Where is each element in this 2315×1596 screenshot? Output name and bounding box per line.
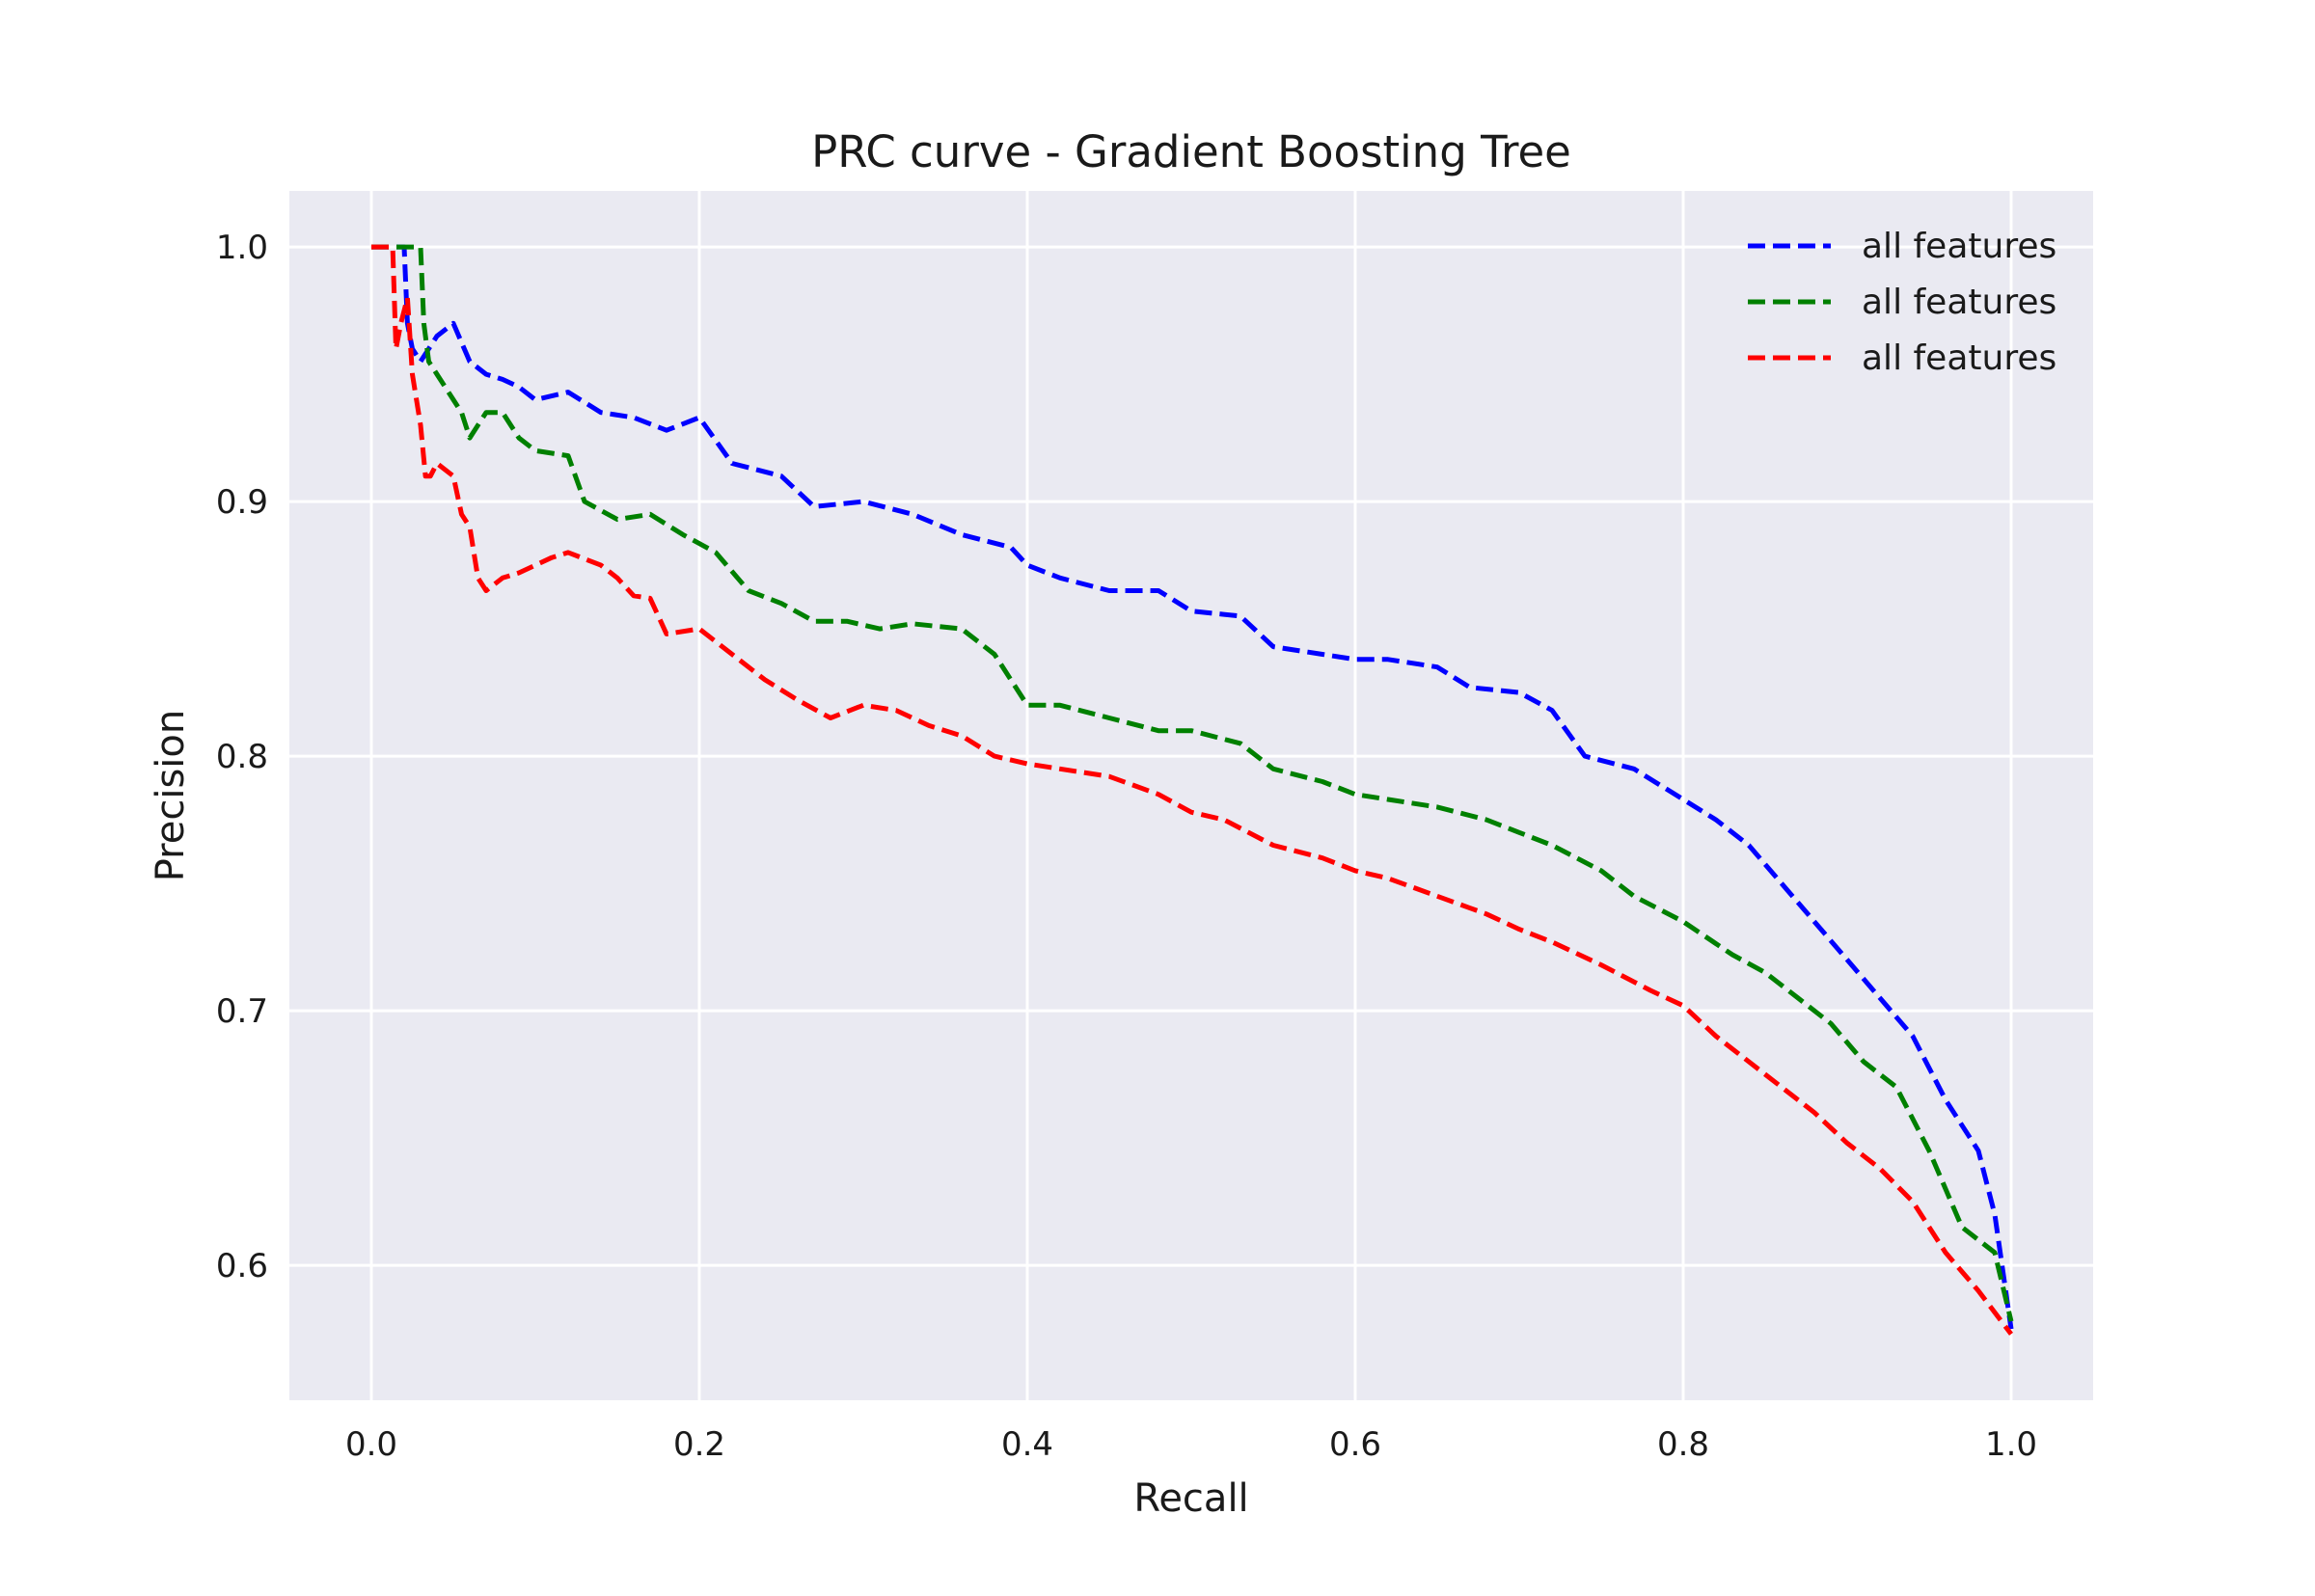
y-tick-label: 0.8	[216, 738, 268, 776]
x-axis-label: Recall	[1133, 1476, 1248, 1521]
legend: all features all features all features	[1748, 227, 2056, 378]
grid-lines	[289, 191, 2093, 1400]
legend-label-2: all features	[1862, 283, 2056, 322]
y-tick-label: 1.0	[216, 229, 268, 267]
legend-label-3: all features	[1862, 338, 2056, 378]
x-tick-label: 0.8	[1657, 1425, 1709, 1464]
series-line-3	[371, 244, 2013, 1336]
chart-title: PRC curve - Gradient Boosting Tree	[811, 126, 1571, 177]
legend-label-1: all features	[1862, 227, 2056, 266]
x-tick-label: 0.0	[345, 1425, 397, 1464]
y-tick-label: 0.6	[216, 1247, 268, 1285]
x-tick-label: 0.4	[1001, 1425, 1053, 1464]
series-layer	[371, 244, 2014, 1336]
series-line-1	[371, 244, 2014, 1330]
tick-labels: 0.0 0.2 0.4 0.6 0.8 1.0 0.6 0.7 0.8 0.9 1.0	[216, 229, 2037, 1464]
series-line-2	[371, 244, 2014, 1322]
x-tick-label: 1.0	[1985, 1425, 2037, 1464]
y-tick-label: 0.7	[216, 992, 268, 1031]
y-axis-label: Precision	[149, 710, 193, 881]
x-tick-label: 0.6	[1329, 1425, 1381, 1464]
plot-area	[289, 191, 2093, 1400]
y-tick-label: 0.9	[216, 483, 268, 522]
x-tick-label: 0.2	[673, 1425, 725, 1464]
